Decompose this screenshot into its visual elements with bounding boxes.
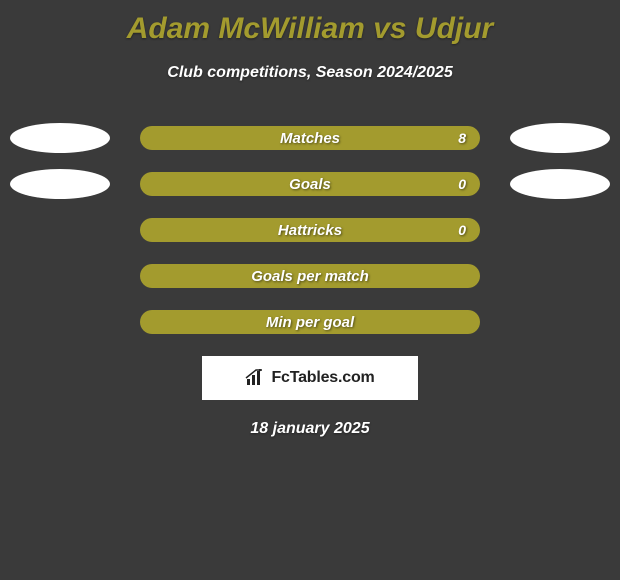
left-ellipse	[10, 169, 110, 199]
stat-value: 0	[458, 222, 466, 238]
stat-bar: Goals per match	[140, 264, 480, 288]
stat-value: 0	[458, 176, 466, 192]
subtitle: Club competitions, Season 2024/2025	[0, 64, 620, 82]
stat-label: Hattricks	[278, 222, 342, 239]
bar-chart-icon	[245, 369, 267, 387]
stat-value: 8	[458, 130, 466, 146]
footer-date: 18 january 2025	[0, 420, 620, 438]
stat-bar: Hattricks 0	[140, 218, 480, 242]
brand-text: FcTables.com	[271, 369, 374, 387]
stat-row-matches: Matches 8	[0, 126, 620, 150]
stat-label: Goals	[289, 176, 331, 193]
left-ellipse	[10, 123, 110, 153]
stat-label: Matches	[280, 130, 340, 147]
stat-row-goals-per-match: Goals per match	[0, 264, 620, 288]
stat-row-min-per-goal: Min per goal	[0, 310, 620, 334]
stat-row-hattricks: Hattricks 0	[0, 218, 620, 242]
right-ellipse	[510, 123, 610, 153]
brand-box[interactable]: FcTables.com	[202, 356, 418, 400]
stat-label: Min per goal	[266, 314, 354, 331]
stat-row-goals: Goals 0	[0, 172, 620, 196]
stat-bar: Goals 0	[140, 172, 480, 196]
stats-area: Matches 8 Goals 0 Hattricks 0 Goals per …	[0, 126, 620, 334]
stat-bar: Matches 8	[140, 126, 480, 150]
stat-label: Goals per match	[251, 268, 369, 285]
page-title: Adam McWilliam vs Udjur	[0, 0, 620, 46]
brand-logo: FcTables.com	[245, 369, 374, 387]
right-ellipse	[510, 169, 610, 199]
stat-bar: Min per goal	[140, 310, 480, 334]
